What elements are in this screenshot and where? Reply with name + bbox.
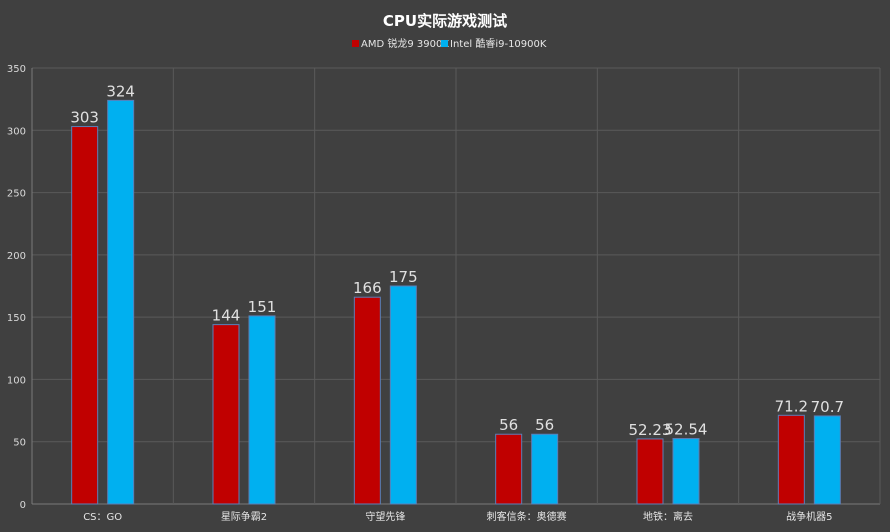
data-label-1-0: 324 bbox=[106, 82, 135, 100]
bar-1-5 bbox=[813, 415, 841, 505]
bar-0-3 bbox=[495, 433, 523, 505]
bar-1-0 bbox=[107, 99, 135, 505]
x-category-label: 守望先锋 bbox=[365, 510, 405, 523]
bars bbox=[71, 99, 841, 505]
y-tick-label: 350 bbox=[7, 64, 26, 75]
x-category-label: CS：GO bbox=[83, 512, 122, 523]
data-label-1-3: 56 bbox=[535, 416, 554, 434]
gridlines bbox=[31, 67, 881, 505]
data-label-0-5: 71.2 bbox=[775, 397, 808, 415]
bar-0-0 bbox=[71, 126, 99, 505]
bar-1-4 bbox=[672, 438, 700, 505]
bar-1-2 bbox=[389, 285, 417, 505]
data-label-0-2: 166 bbox=[353, 279, 382, 297]
data-label-0-3: 56 bbox=[499, 416, 518, 434]
x-category-label: 战争机器5 bbox=[786, 510, 832, 523]
data-label-0-0: 303 bbox=[70, 109, 99, 127]
y-tick-label: 100 bbox=[7, 375, 26, 386]
bar-0-1 bbox=[212, 324, 240, 505]
y-tick-label: 0 bbox=[20, 500, 26, 511]
y-axis: 0 50 100 150 200 250 300 350 bbox=[7, 64, 26, 511]
data-label-1-5: 70.7 bbox=[811, 398, 844, 416]
data-label-0-4: 52.23 bbox=[629, 421, 672, 439]
bar-0-5 bbox=[777, 414, 805, 505]
data-label-1-4: 52.54 bbox=[665, 421, 708, 439]
y-tick-label: 250 bbox=[7, 189, 26, 200]
y-tick-label: 150 bbox=[7, 313, 26, 324]
x-axis: CS：GO 星际争霸2 守望先锋 刺客信条：奥德赛 地铁：离去 战争机器5 bbox=[83, 510, 832, 523]
y-tick-label: 300 bbox=[7, 126, 26, 137]
x-category-label: 刺客信条：奥德赛 bbox=[487, 510, 567, 523]
y-tick-label: 200 bbox=[7, 251, 26, 262]
data-label-0-1: 144 bbox=[212, 307, 241, 325]
legend-swatch-0 bbox=[352, 40, 359, 47]
bar-1-1 bbox=[248, 315, 276, 505]
legend-label-1: Intel 酷睿i9-10900K bbox=[450, 37, 547, 50]
bar-0-4 bbox=[636, 438, 664, 505]
y-tick-label: 50 bbox=[13, 438, 26, 449]
data-label-1-2: 175 bbox=[389, 268, 418, 286]
chart-title: CPU实际游戏测试 bbox=[383, 12, 507, 30]
bar-0-2 bbox=[353, 296, 381, 505]
bar-1-3 bbox=[531, 433, 559, 505]
x-category-label: 星际争霸2 bbox=[221, 510, 267, 523]
data-label-1-1: 151 bbox=[248, 298, 277, 316]
x-category-label: 地铁：离去 bbox=[643, 510, 693, 523]
legend-label-0: AMD 锐龙9 3900X bbox=[361, 37, 449, 50]
legend-swatch-1 bbox=[441, 40, 448, 47]
legend: AMD 锐龙9 3900X Intel 酷睿i9-10900K bbox=[352, 37, 547, 50]
